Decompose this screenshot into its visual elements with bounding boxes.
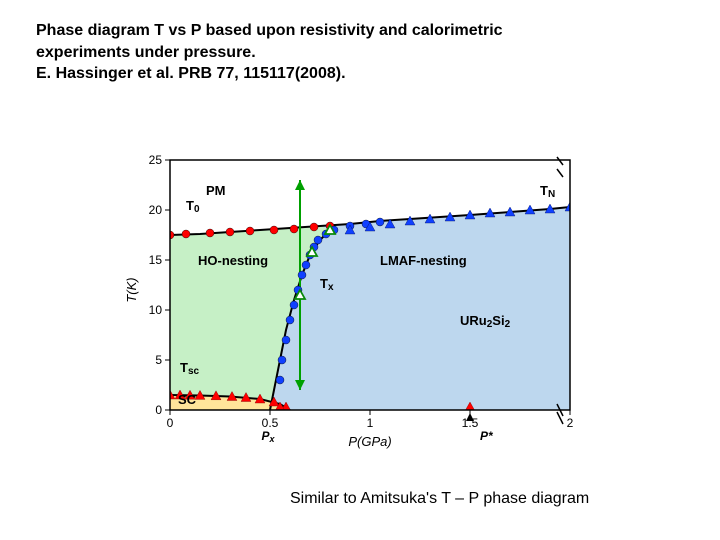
phase-diagram-chart: PMTNT0HO-nestingTxLMAF-nestingURu2Si2Tsc… — [120, 150, 600, 450]
svg-text:0: 0 — [167, 416, 174, 430]
svg-text:URu2Si2: URu2Si2 — [460, 313, 511, 330]
y-axis-label: T(K) — [124, 277, 139, 302]
svg-text:PM: PM — [206, 183, 226, 198]
svg-text:0.5: 0.5 — [262, 416, 279, 430]
svg-text:P*: P* — [480, 429, 494, 443]
svg-text:1: 1 — [367, 416, 374, 430]
svg-text:0: 0 — [155, 403, 162, 417]
svg-text:2: 2 — [567, 416, 574, 430]
svg-text:SC: SC — [178, 392, 197, 407]
header-line2: experiments under pressure. — [36, 44, 256, 61]
header-line1: Phase diagram T vs P based upon resistiv… — [36, 22, 503, 39]
svg-text:HO-nesting: HO-nesting — [198, 253, 268, 268]
svg-text:LMAF-nesting: LMAF-nesting — [380, 253, 467, 268]
svg-text:25: 25 — [149, 153, 163, 167]
svg-text:15: 15 — [149, 253, 163, 267]
svg-text:20: 20 — [149, 203, 163, 217]
svg-text:10: 10 — [149, 303, 163, 317]
footer-caption: Similar to Amitsuka's T – P phase diagra… — [290, 490, 589, 508]
chart-svg: PMTNT0HO-nestingTxLMAF-nestingURu2Si2Tsc… — [120, 150, 600, 450]
svg-text:Px: Px — [261, 429, 275, 444]
y-ticks: 0 5 10 15 20 25 — [149, 153, 170, 417]
header-caption: Phase diagram T vs P based upon resistiv… — [36, 20, 503, 85]
x-ticks: 00.511.52 — [167, 410, 574, 430]
header-line3: E. Hassinger et al. PRB 77, 115117(2008)… — [36, 65, 346, 82]
svg-text:5: 5 — [155, 353, 162, 367]
x-axis-label: P(GPa) — [348, 434, 391, 449]
